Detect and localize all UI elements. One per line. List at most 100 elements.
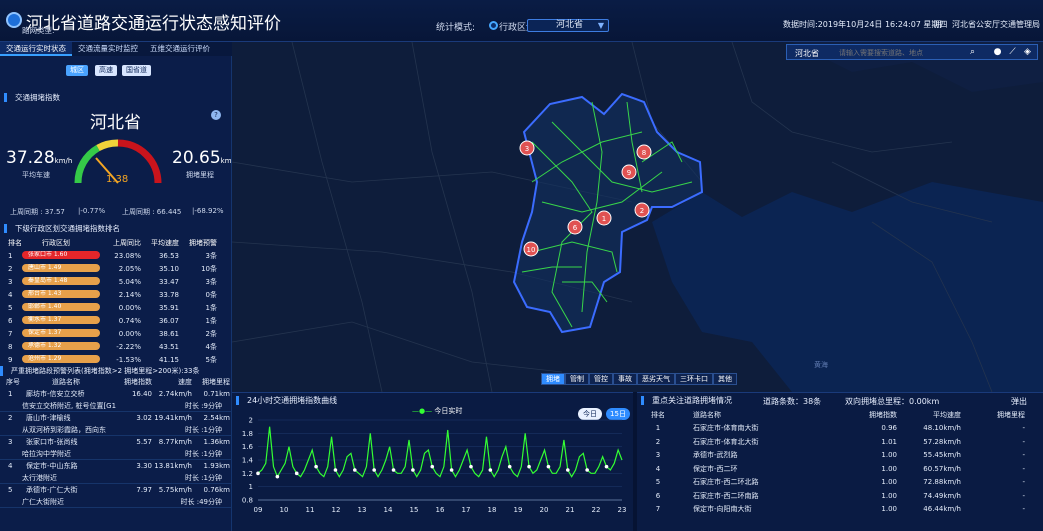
table-row[interactable]: 5 邯郸市 1.40 0.00% 35.91 1条: [0, 301, 232, 314]
map-marker-6[interactable]: [567, 219, 583, 235]
map-filter-button[interactable]: 拥堵: [541, 373, 565, 385]
map-filter-button[interactable]: 管控: [589, 373, 613, 385]
map-filter-button[interactable]: 其他: [713, 373, 737, 385]
region-name-cell: 衡水市 1.37: [22, 315, 108, 326]
table-row[interactable]: 3 秦皇岛市 1.48 5.04% 33.47 3条: [0, 275, 232, 288]
left-tabs: 交通运行实时状态 交通流量实时监控 五维交通运行评价: [0, 42, 232, 56]
data-point[interactable]: [527, 464, 531, 469]
list-item[interactable]: 4 保定市-中山东路 3.30 13.81km/h 1.93km 太行港附近 时长 :1分钟: [0, 460, 232, 484]
data-point[interactable]: [488, 468, 493, 472]
data-point[interactable]: [256, 471, 260, 476]
day15-button[interactable]: 15日: [606, 408, 630, 420]
data-point[interactable]: [294, 471, 299, 476]
table-row[interactable]: 3 承德市-武烈路 1.00 55.45km/h -: [637, 449, 1043, 463]
map-marker-2[interactable]: [634, 202, 650, 218]
severe-no: 3: [8, 438, 13, 446]
road-name: 承德市-武烈路: [693, 451, 738, 460]
map-marker-3[interactable]: [519, 140, 535, 156]
congestion-gauge: [74, 139, 162, 184]
list-item[interactable]: 2 唐山市-津榆线 3.02 19.41km/h 2.54km 从双河桥到彩霞路，西向东 时…: [0, 412, 232, 436]
popup-button[interactable]: 弹出: [1011, 397, 1027, 406]
table-row[interactable]: 6 石家庄市-西二环南路 1.00 74.49km/h -: [637, 489, 1043, 503]
region-select[interactable]: 河北省 ▼: [527, 19, 609, 32]
table-row[interactable]: 4 邢台市 1.43 2.14% 33.78 0条: [0, 288, 232, 301]
map-filter-button[interactable]: 恶劣天气: [637, 373, 675, 385]
ruler-icon[interactable]: ⟋: [1009, 47, 1016, 57]
map-filter-button[interactable]: 管制: [565, 373, 589, 385]
severe-speed: 13.81km/h: [154, 462, 192, 470]
map-marker-1[interactable]: [596, 210, 612, 226]
list-item[interactable]: 3 张家口市-张尚线 5.57 8.77km/h 1.36km 哈拉沟中学附近 时长 :1分…: [0, 436, 232, 460]
stat-mode-radio[interactable]: [489, 21, 498, 30]
table-row[interactable]: 8 承德市 1.32 -2.22% 43.51 4条: [0, 340, 232, 353]
today-button[interactable]: 今日: [578, 408, 602, 420]
help-icon[interactable]: ?: [211, 110, 221, 120]
table-row[interactable]: 2 唐山市 1.49 2.05% 35.10 10条: [0, 262, 232, 275]
table-row[interactable]: 4 保定市-西二环 1.00 60.57km/h -: [637, 462, 1043, 476]
data-point[interactable]: [604, 464, 609, 469]
user-icon[interactable]: ●: [993, 47, 1002, 57]
road-rows: 1 石家庄市-体育南大街 0.96 48.10km/h - 2 石家庄市-体育北大街 1.01…: [637, 422, 1043, 517]
table-row[interactable]: 7 保定市 1.37 0.00% 38.61 2条: [0, 327, 232, 340]
region-warning: 10条: [201, 264, 217, 273]
data-point[interactable]: [275, 474, 280, 479]
data-point[interactable]: [430, 464, 435, 469]
x-tick-label: 12: [332, 506, 341, 514]
region-speed: 36.07: [158, 316, 179, 325]
table-row[interactable]: 7 保定市-向阳南大街 1.00 46.44km/h -: [637, 503, 1043, 517]
list-item[interactable]: 5 承德市-广仁大街 7.97 5.75km/h 0.76km 广仁大街附近 时长 :49分…: [0, 484, 232, 508]
map-marker-8[interactable]: [636, 144, 652, 160]
map-marker-10[interactable]: [523, 241, 539, 257]
data-point[interactable]: [411, 468, 415, 472]
header-avg-speed: 平均速度: [151, 238, 179, 247]
data-point[interactable]: [585, 468, 589, 472]
x-tick-label: 16: [436, 506, 445, 514]
region-rank: 1: [8, 251, 13, 260]
region-warning: 2条: [205, 329, 217, 338]
map-filter-button[interactable]: 三环卡口: [675, 373, 713, 385]
table-row[interactable]: 6 衡水市 1.37 0.74% 36.07 1条: [0, 314, 232, 327]
data-point[interactable]: [391, 468, 396, 472]
data-point[interactable]: [565, 468, 570, 472]
severe-duration: 时长 :49分钟: [180, 497, 223, 506]
road-type-highway-button[interactable]: 高速: [95, 65, 117, 76]
tab-realtime-status[interactable]: 交通运行实时状态: [0, 42, 72, 56]
severe-row-main: 1 廊坊市-信安立交桥 16.40 2.74km/h 0.71km: [0, 388, 232, 400]
list-item[interactable]: 1 廊坊市-信安立交桥 16.40 2.74km/h 0.71km 信安立交桥附近, 桩号…: [0, 388, 232, 412]
data-point[interactable]: [333, 468, 338, 472]
region-index-bar: 邯郸市 1.40: [22, 302, 100, 311]
region-section-title: 下级行政区划交通拥堵指数排名: [4, 224, 120, 233]
table-row[interactable]: 5 石家庄市-西二环北路 1.00 72.88km/h -: [637, 476, 1043, 490]
map-marker-9[interactable]: [621, 164, 637, 180]
search-icon[interactable]: ⌕: [969, 47, 976, 57]
table-row[interactable]: 1 张家口市 1.60 23.08% 36.53 3条: [0, 249, 232, 262]
layers-icon[interactable]: ◈: [1024, 47, 1031, 57]
map-search-region[interactable]: 河北省: [795, 49, 819, 58]
severe-speed: 2.74km/h: [158, 390, 192, 398]
table-row[interactable]: 9 沧州市 1.29 -1.53% 41.15 5条: [0, 353, 232, 366]
avg-speed-number: 37.28: [6, 148, 55, 168]
data-point[interactable]: [449, 468, 454, 472]
table-row[interactable]: 1 石家庄市-体育南大街 0.96 48.10km/h -: [637, 422, 1043, 436]
data-point[interactable]: [353, 468, 357, 472]
map-marker-label: 3: [525, 145, 529, 153]
road-type-urban-button[interactable]: 城区: [66, 65, 88, 76]
road-type-national-button[interactable]: 国省道: [122, 65, 151, 76]
region-name-cell: 邢台市 1.43: [22, 289, 108, 300]
map-search-input[interactable]: [839, 47, 959, 58]
tab-five-dim-eval[interactable]: 五维交通运行评价: [150, 44, 210, 53]
data-point[interactable]: [507, 464, 512, 469]
map-view[interactable]: 3 8 9 1 2 6 10 黄海: [232, 42, 1043, 392]
region-yoy: 23.08%: [114, 251, 141, 260]
data-point[interactable]: [469, 464, 473, 469]
stat-mode-radio-label[interactable]: 行政区划: [499, 23, 536, 33]
data-point[interactable]: [314, 464, 318, 469]
data-point[interactable]: [372, 468, 376, 472]
road-panel-title: 重点关注道路拥堵情况: [641, 396, 732, 405]
table-row[interactable]: 2 石家庄市-体育北大街 1.01 57.28km/h -: [637, 435, 1043, 449]
tab-flow-monitor[interactable]: 交通流量实时监控: [78, 44, 138, 53]
map-filter-button[interactable]: 事故: [613, 373, 637, 385]
data-point[interactable]: [546, 464, 551, 469]
region-yoy: -2.22%: [116, 342, 141, 351]
road-panel: [637, 392, 1043, 531]
